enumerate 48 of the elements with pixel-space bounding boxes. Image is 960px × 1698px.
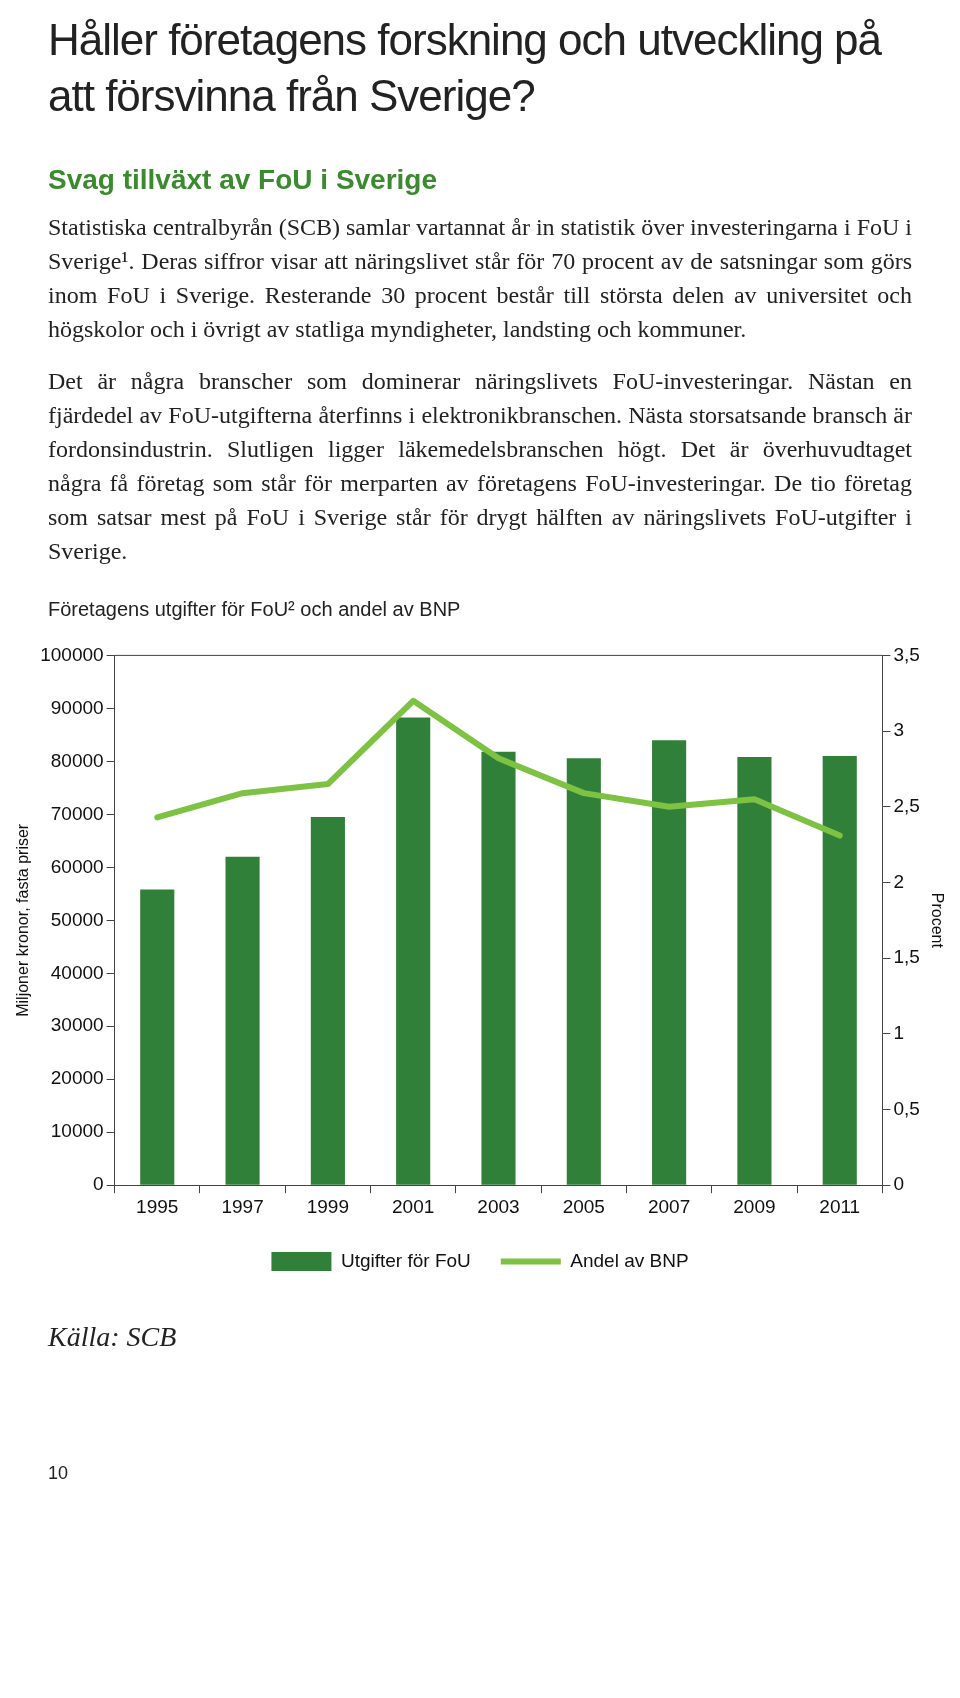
y-tick-label: 10000: [50, 1120, 104, 1142]
bar: [822, 756, 857, 1185]
x-tick-label: 2003: [477, 1195, 520, 1217]
text: Det är några branscher som dominerar näringslivets FoU-investeringar. Nästan en fjärdedel av FoU-utgifterna återfinns i elektronikbranschen. Nästa storsatsande bransch är fordonsindustrin. Slutligen ligger läkemedelsbranschen högt. Det är överhuvudtaget några få företag som står för merparten av företagens FoU-investeringar. De tio företag som satsar mest på FoU i Sverige står för drygt hälften av näringslivets FoU-utgifter i Sverige.: [48, 367, 912, 566]
y-tick-label: 60000: [50, 855, 104, 877]
bar: [481, 751, 516, 1185]
y2-tick-label: 1,5: [893, 946, 920, 968]
y2-tick-label: 3: [893, 719, 904, 741]
y-tick-label: 40000: [50, 961, 104, 983]
text: Statistiska centralbyrån (SCB) samlar vartannat år in statistik över investeringarna i FoU i Sverige¹. Deras siffror visar att näringslivet står för 70 procent av de satsningar som görs inom FoU i Sverige. Resterande 30 procent består till största delen av universitet och högskolor och i övrigt av statliga myndigheter, landsting och kommuner.: [48, 213, 912, 344]
chart-title: Företagens utgifter för FoU² och andel av BNP: [48, 598, 462, 621]
x-tick-label: 1995: [136, 1195, 179, 1217]
y2-tick-label: 0: [893, 1173, 904, 1195]
y-tick-label: 0: [93, 1173, 104, 1195]
x-tick-label: 2001: [392, 1195, 435, 1217]
x-tick-label: 1999: [306, 1195, 350, 1217]
y-tick-label: 100000: [40, 643, 104, 665]
legend-label: Andel av BNP: [570, 1249, 689, 1271]
bar: [396, 717, 431, 1185]
y2-tick-label: 1: [893, 1022, 904, 1044]
y-axis-title: Miljoner kronor, fasta priser: [14, 823, 32, 1017]
x-tick-label: 2011: [819, 1195, 861, 1217]
y-tick-label: 50000: [50, 908, 104, 930]
bar: [140, 889, 175, 1185]
text: 10: [48, 1463, 70, 1484]
y2-tick-label: 2,5: [893, 795, 920, 817]
y2-tick-label: 3,5: [893, 643, 920, 665]
x-tick-label: 1997: [221, 1195, 264, 1217]
bar: [652, 740, 687, 1185]
y2-tick-label: 0,5: [893, 1097, 920, 1119]
bar: [225, 856, 260, 1185]
x-tick-label: 2007: [647, 1195, 691, 1217]
y-tick-label: 90000: [50, 696, 104, 718]
bar: [737, 757, 772, 1185]
legend-label: Utgifter för FoU: [340, 1249, 471, 1271]
text: Håller företagens forskning och utveckling på att försvinna från Sverige?: [48, 14, 883, 122]
y-tick-label: 70000: [50, 802, 104, 824]
bar: [310, 816, 345, 1185]
y-tick-label: 20000: [50, 1067, 104, 1089]
text: Svag tillväxt av FoU i Sverige: [48, 164, 439, 196]
x-tick-label: 2009: [733, 1195, 776, 1217]
y-tick-label: 80000: [50, 749, 104, 771]
y-tick-label: 30000: [50, 1014, 104, 1036]
y2-axis-title: Procent: [928, 892, 946, 949]
x-tick-label: 2005: [562, 1195, 605, 1217]
y2-tick-label: 2: [893, 870, 904, 892]
text: Källa: SCB: [48, 1321, 178, 1353]
bar: [566, 758, 601, 1185]
